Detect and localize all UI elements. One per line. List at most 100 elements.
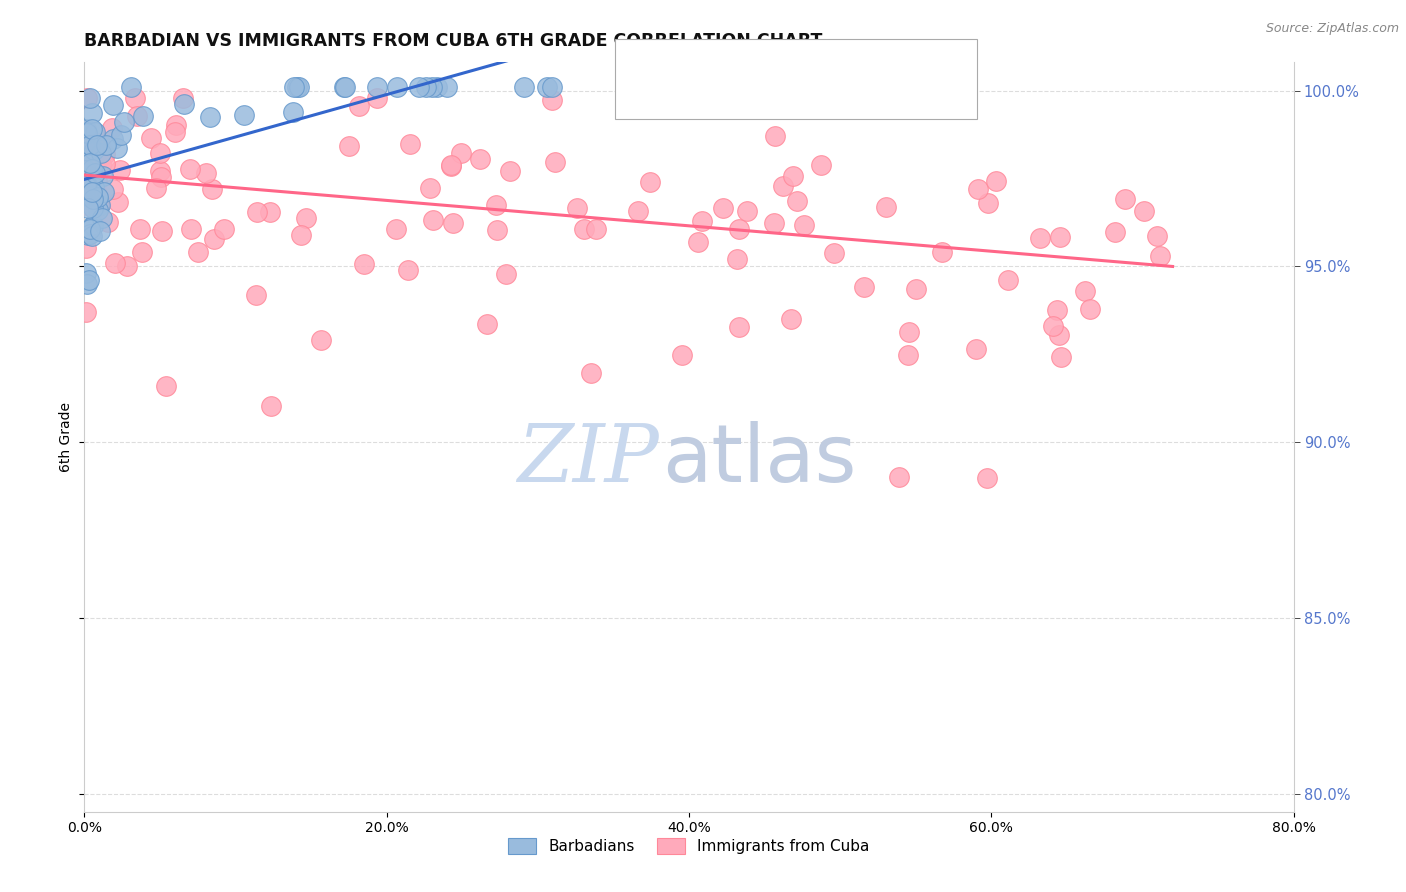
Immigrants from Cuba [897, 326, 920, 340]
Barbadians [83, 166, 105, 180]
Immigrants from Cuba [149, 163, 172, 178]
Barbadians [173, 96, 195, 111]
Immigrants from Cuba [977, 196, 1000, 211]
Barbadians [540, 80, 562, 95]
Immigrants from Cuba [127, 110, 149, 124]
Text: R =: R = [668, 89, 700, 107]
Immigrants from Cuba [779, 311, 801, 326]
Immigrants from Cuba [1049, 230, 1071, 244]
Immigrants from Cuba [730, 90, 752, 104]
Text: 125: 125 [883, 89, 920, 107]
Immigrants from Cuba [246, 205, 269, 219]
Barbadians [82, 219, 104, 233]
Immigrants from Cuba [94, 147, 117, 161]
Barbadians [408, 80, 430, 95]
Barbadians [79, 91, 101, 105]
Barbadians [91, 211, 114, 226]
Immigrants from Cuba [544, 154, 567, 169]
Immigrants from Cuba [887, 470, 910, 484]
Immigrants from Cuba [793, 219, 815, 233]
Immigrants from Cuba [852, 280, 875, 294]
Immigrants from Cuba [295, 211, 318, 225]
Immigrants from Cuba [565, 202, 588, 216]
Immigrants from Cuba [875, 201, 897, 215]
Barbadians [536, 80, 558, 95]
Immigrants from Cuba [440, 158, 463, 172]
Immigrants from Cuba [202, 232, 225, 246]
Immigrants from Cuba [87, 199, 110, 213]
Immigrants from Cuba [385, 222, 408, 236]
Immigrants from Cuba [212, 222, 235, 236]
Immigrants from Cuba [997, 273, 1019, 287]
Immigrants from Cuba [1042, 319, 1064, 334]
Immigrants from Cuba [149, 169, 172, 184]
Barbadians [287, 80, 309, 95]
Immigrants from Cuba [440, 159, 463, 173]
Barbadians [77, 144, 100, 158]
Immigrants from Cuba [86, 174, 108, 188]
Immigrants from Cuba [1046, 303, 1069, 318]
Immigrants from Cuba [75, 241, 97, 255]
Barbadians [198, 110, 221, 124]
Barbadians [420, 80, 443, 95]
Immigrants from Cuba [786, 194, 808, 208]
Y-axis label: 6th Grade: 6th Grade [59, 402, 73, 472]
Barbadians [83, 143, 105, 157]
Barbadians [79, 227, 101, 242]
Immigrants from Cuba [259, 205, 281, 219]
Immigrants from Cuba [399, 136, 422, 151]
Immigrants from Cuba [131, 244, 153, 259]
Barbadians [84, 125, 107, 139]
Immigrants from Cuba [77, 162, 100, 177]
Immigrants from Cuba [1114, 192, 1136, 206]
Immigrants from Cuba [905, 282, 928, 296]
Immigrants from Cuba [931, 245, 953, 260]
Barbadians [333, 80, 356, 95]
Barbadians [131, 109, 153, 123]
Barbadians [83, 180, 105, 194]
Immigrants from Cuba [422, 213, 444, 227]
Immigrants from Cuba [179, 161, 201, 176]
Legend: Barbadians, Immigrants from Cuba: Barbadians, Immigrants from Cuba [502, 832, 876, 860]
Immigrants from Cuba [1133, 204, 1156, 219]
Immigrants from Cuba [80, 136, 103, 151]
Immigrants from Cuba [245, 288, 267, 302]
Immigrants from Cuba [101, 121, 124, 136]
Barbadians [79, 138, 101, 153]
Barbadians [82, 192, 104, 206]
Barbadians [425, 80, 447, 95]
Text: N =: N = [828, 47, 860, 65]
Barbadians [283, 80, 305, 95]
Immigrants from Cuba [180, 222, 202, 236]
Immigrants from Cuba [76, 90, 98, 104]
Immigrants from Cuba [495, 267, 517, 281]
Barbadians [79, 156, 101, 170]
Barbadians [75, 163, 97, 178]
Immigrants from Cuba [129, 222, 152, 236]
Immigrants from Cuba [290, 227, 312, 242]
Immigrants from Cuba [486, 223, 509, 237]
Immigrants from Cuba [763, 128, 786, 143]
Barbadians [415, 80, 437, 95]
Immigrants from Cuba [75, 178, 97, 192]
Immigrants from Cuba [155, 379, 177, 393]
Immigrants from Cuba [150, 224, 173, 238]
Immigrants from Cuba [260, 400, 283, 414]
Immigrants from Cuba [149, 145, 172, 160]
Immigrants from Cuba [75, 159, 97, 173]
Immigrants from Cuba [104, 256, 127, 270]
Barbadians [366, 80, 388, 95]
Immigrants from Cuba [477, 317, 499, 331]
Immigrants from Cuba [347, 99, 370, 113]
Immigrants from Cuba [89, 136, 111, 150]
Barbadians [288, 80, 311, 95]
Immigrants from Cuba [79, 167, 101, 181]
Immigrants from Cuba [441, 216, 464, 230]
Immigrants from Cuba [1049, 350, 1071, 364]
Immigrants from Cuba [83, 139, 105, 153]
Immigrants from Cuba [810, 158, 832, 172]
Barbadians [103, 131, 125, 145]
Immigrants from Cuba [353, 257, 375, 271]
Immigrants from Cuba [103, 182, 125, 196]
Immigrants from Cuba [579, 366, 602, 380]
